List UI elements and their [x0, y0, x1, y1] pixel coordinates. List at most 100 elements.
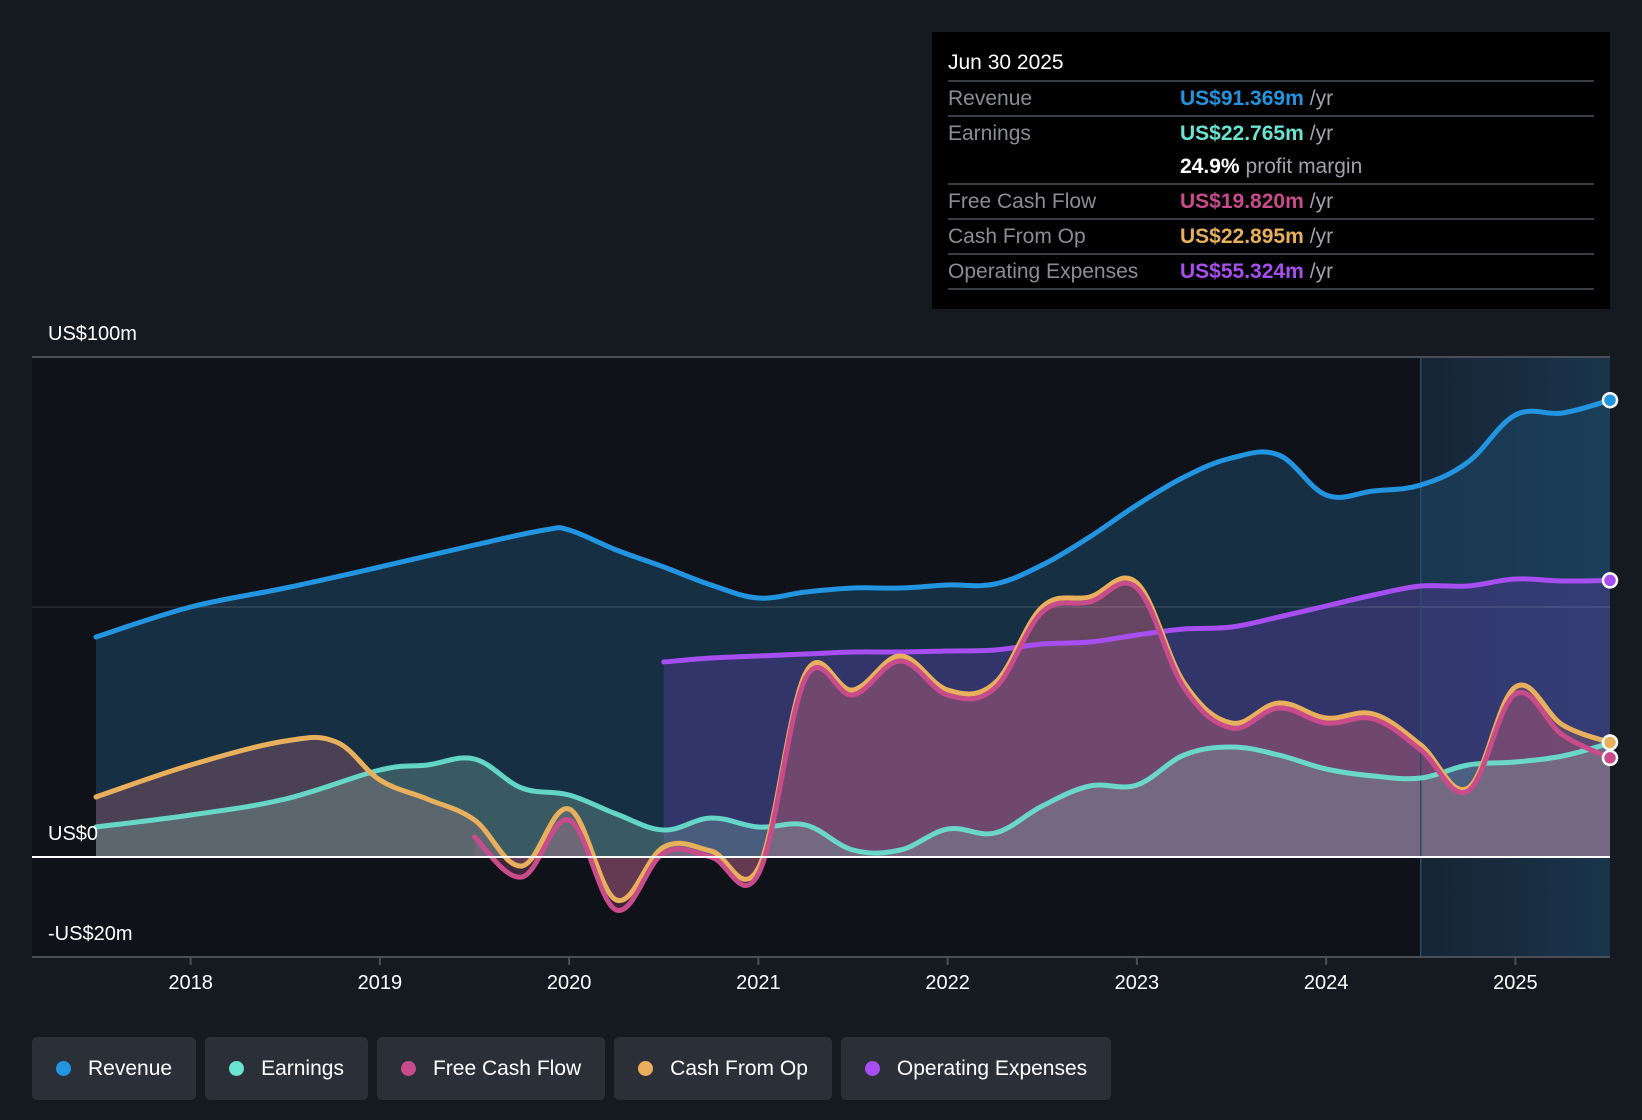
cash-from-op-point: [662, 845, 666, 849]
revenue-point: [567, 528, 571, 532]
revenue-endpoint-marker[interactable]: [1601, 391, 1619, 409]
free-cash-flow-point: [946, 693, 950, 697]
series-areas: [96, 400, 1610, 911]
revenue-point: [1466, 460, 1470, 464]
earnings-point: [567, 793, 571, 797]
operating-expenses-point: [662, 660, 666, 664]
legend-dot-icon: [864, 1061, 880, 1076]
revenue-point: [543, 528, 547, 532]
cash-from-op-point: [1561, 723, 1565, 727]
free-cash-flow-endpoint-marker[interactable]: [1601, 749, 1619, 767]
legend-item-earnings[interactable]: Earnings: [205, 1037, 368, 1100]
revenue-point: [709, 583, 713, 587]
earnings-area: [96, 743, 1610, 857]
revenue-point: [662, 565, 666, 569]
revenue-point: [1419, 483, 1423, 487]
operating-expenses-point: [709, 656, 713, 660]
cash-from-op-point: [1277, 701, 1281, 705]
y-label-100m: US$100m: [48, 323, 137, 345]
earnings-point: [1277, 753, 1281, 757]
tooltip-unit: /yr: [1309, 260, 1334, 283]
tooltip-unit: /yr: [1309, 225, 1334, 248]
earnings-point: [1088, 784, 1092, 788]
tooltip-value: US$55.324m: [1180, 260, 1304, 283]
x-tick-label: 2023: [1115, 972, 1160, 994]
earnings-point: [993, 831, 997, 835]
earnings-point: [1135, 783, 1139, 787]
tooltip-row-operating-expenses: Operating Expenses US$55.324m /yr: [948, 255, 1594, 290]
revenue-point: [473, 543, 477, 547]
operating-expenses-line: [661, 576, 1613, 665]
free-cash-flow-point: [520, 875, 524, 879]
cash-from-op-point: [898, 654, 902, 658]
earnings-point: [378, 768, 382, 772]
tooltip-row-earnings: Earnings US$22.765m /yr: [948, 117, 1594, 150]
operating-expenses-point: [851, 650, 855, 654]
legend-label: Operating Expenses: [896, 1056, 1088, 1080]
tooltip-date: Jun 30 2025: [948, 46, 1594, 82]
free-cash-flow-point: [662, 851, 666, 855]
cash-from-op-point: [189, 763, 193, 767]
earnings-point: [1040, 804, 1044, 808]
revenue-point: [1040, 563, 1044, 567]
tooltip-unit: /yr: [1309, 190, 1334, 213]
tooltip-value: US$19.820m: [1180, 190, 1304, 213]
free-cash-flow-point: [1466, 789, 1470, 793]
tooltip-value: 24.9%: [1180, 155, 1240, 178]
tooltip-unit: profit margin: [1245, 155, 1363, 178]
operating-expenses-point: [1371, 593, 1375, 597]
free-cash-flow-point: [993, 686, 997, 690]
free-cash-flow-point: [851, 693, 855, 697]
operating-expenses-point: [1182, 627, 1186, 631]
revenue-point: [1371, 489, 1375, 493]
free-cash-flow-point: [614, 908, 618, 912]
earnings-point: [614, 812, 618, 816]
earnings-point: [851, 848, 855, 852]
cash-from-op-point: [614, 898, 618, 902]
cash-from-op-point: [1088, 595, 1092, 599]
tooltip-row-revenue: Revenue US$91.369m /yr: [948, 82, 1594, 117]
earnings-point: [473, 757, 477, 761]
cash-from-op-point: [1513, 685, 1517, 689]
operating-expenses-point: [1230, 625, 1234, 629]
operating-expenses-point: [1277, 615, 1281, 619]
tooltip-value: US$91.369m: [1180, 87, 1304, 110]
x-tick-label: 2020: [547, 972, 592, 994]
earnings-point: [1182, 753, 1186, 757]
x-tick-label: 2018: [168, 972, 213, 994]
tooltip-label: Earnings: [948, 122, 1031, 145]
x-tick-label: 2021: [736, 972, 781, 994]
free-cash-flow-point: [1040, 610, 1044, 614]
free-cash-flow-point: [1088, 600, 1092, 604]
tooltip-value: US$22.765m: [1180, 122, 1304, 145]
tooltip-label: Free Cash Flow: [948, 190, 1097, 213]
revenue-point: [993, 582, 997, 586]
operating-expenses-point: [1561, 579, 1565, 583]
x-tick-label: 2019: [358, 972, 403, 994]
free-cash-flow-point: [1182, 686, 1186, 690]
revenue-point: [756, 596, 760, 600]
revenue-point: [1277, 453, 1281, 457]
revenue-point: [614, 548, 618, 552]
y-label-neg20m: -US$20m: [48, 923, 132, 945]
cash-from-op-point: [473, 818, 477, 822]
earnings-point: [425, 763, 429, 767]
earnings-point: [1371, 774, 1375, 778]
tooltip-value: US$22.895m: [1180, 225, 1304, 248]
free-cash-flow-point: [804, 676, 808, 680]
cash-from-op-area: [96, 578, 1610, 901]
legend-item-free-cash-flow[interactable]: Free Cash Flow: [376, 1037, 606, 1100]
revenue-point: [804, 590, 808, 594]
cash-from-op-point: [520, 864, 524, 868]
legend-item-revenue[interactable]: Revenue: [32, 1037, 197, 1100]
operating-expenses-endpoint-marker[interactable]: [1601, 572, 1619, 589]
legend-item-cash-from-op[interactable]: Cash From Op: [614, 1037, 832, 1100]
free-cash-flow-point: [756, 872, 760, 876]
legend-item-operating-expenses[interactable]: Operating Expenses: [840, 1037, 1112, 1100]
free-cash-flow-point: [567, 818, 571, 822]
cash-from-op-endpoint-marker[interactable]: [1601, 734, 1619, 751]
x-tick-label: 2024: [1304, 972, 1349, 994]
revenue-point: [1135, 503, 1139, 507]
earnings-point: [1419, 776, 1423, 780]
operating-expenses-point: [898, 650, 902, 654]
